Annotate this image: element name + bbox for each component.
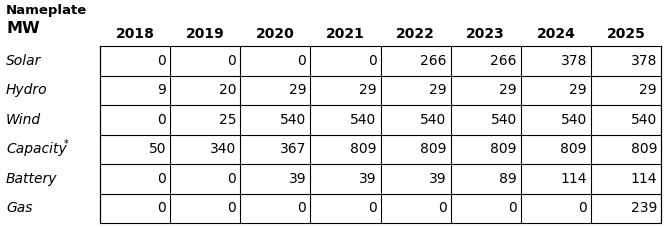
Text: 29: 29	[359, 83, 376, 97]
Text: 29: 29	[429, 83, 447, 97]
Text: 0: 0	[158, 113, 166, 127]
Text: 9: 9	[157, 83, 166, 97]
Text: 0: 0	[158, 54, 166, 68]
Text: Capacity: Capacity	[6, 142, 66, 156]
Text: 0: 0	[227, 172, 236, 186]
Text: 540: 540	[350, 113, 376, 127]
Text: 0: 0	[298, 54, 307, 68]
Text: Solar: Solar	[6, 54, 41, 68]
Text: *: *	[64, 139, 68, 149]
Text: 266: 266	[490, 54, 517, 68]
Text: 39: 39	[289, 172, 307, 186]
Text: 29: 29	[639, 83, 657, 97]
Text: 25: 25	[219, 113, 236, 127]
Text: 29: 29	[499, 83, 517, 97]
Text: 0: 0	[578, 201, 587, 215]
Text: Gas: Gas	[6, 201, 33, 215]
Text: 50: 50	[148, 142, 166, 156]
Text: 0: 0	[368, 54, 376, 68]
Text: 2018: 2018	[116, 27, 154, 41]
Text: 540: 540	[420, 113, 447, 127]
Text: 2024: 2024	[537, 27, 575, 41]
Text: 809: 809	[630, 142, 657, 156]
Text: 367: 367	[280, 142, 307, 156]
Text: 340: 340	[210, 142, 236, 156]
Text: 540: 540	[280, 113, 307, 127]
Text: 0: 0	[368, 201, 376, 215]
Text: 2019: 2019	[186, 27, 225, 41]
Text: 89: 89	[499, 172, 517, 186]
Text: 540: 540	[630, 113, 657, 127]
Text: 2020: 2020	[256, 27, 295, 41]
Text: 809: 809	[350, 142, 376, 156]
Text: 266: 266	[420, 54, 447, 68]
Text: 239: 239	[630, 201, 657, 215]
Text: 2025: 2025	[606, 27, 645, 41]
Text: 39: 39	[429, 172, 447, 186]
Text: Hydro: Hydro	[6, 83, 48, 97]
Text: 809: 809	[561, 142, 587, 156]
Text: 0: 0	[298, 201, 307, 215]
Text: 540: 540	[561, 113, 587, 127]
Text: Nameplate: Nameplate	[6, 4, 87, 17]
Text: 2023: 2023	[466, 27, 505, 41]
Text: 378: 378	[630, 54, 657, 68]
Text: Battery: Battery	[6, 172, 57, 186]
Text: 2021: 2021	[326, 27, 365, 41]
Text: 378: 378	[561, 54, 587, 68]
Text: 114: 114	[630, 172, 657, 186]
Text: 2022: 2022	[396, 27, 435, 41]
Text: 39: 39	[359, 172, 376, 186]
Text: 0: 0	[158, 172, 166, 186]
Text: Wind: Wind	[6, 113, 41, 127]
Text: 809: 809	[420, 142, 447, 156]
Text: 114: 114	[561, 172, 587, 186]
Text: 0: 0	[508, 201, 517, 215]
Text: MW: MW	[6, 21, 40, 36]
Text: 540: 540	[491, 113, 517, 127]
Text: 0: 0	[227, 201, 236, 215]
Text: 0: 0	[227, 54, 236, 68]
Text: 0: 0	[438, 201, 447, 215]
Text: 29: 29	[289, 83, 307, 97]
Text: 20: 20	[219, 83, 236, 97]
Text: 29: 29	[569, 83, 587, 97]
Text: 0: 0	[158, 201, 166, 215]
Text: 809: 809	[490, 142, 517, 156]
